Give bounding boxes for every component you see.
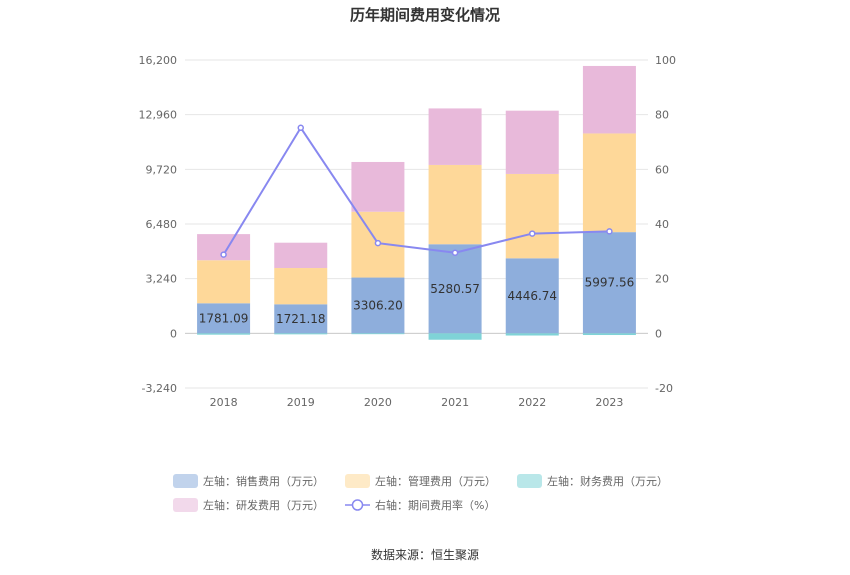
legend-item[interactable]: 左轴：研发费用（万元） xyxy=(173,498,324,512)
left-tick-label: 0 xyxy=(170,327,177,340)
bar-segment[interactable] xyxy=(428,108,482,165)
bar-segment[interactable] xyxy=(351,333,405,335)
grid xyxy=(185,59,648,389)
bar-value-label: 4446.74 xyxy=(507,289,557,303)
bar-value-label: 5280.57 xyxy=(430,282,480,296)
bar-segment[interactable] xyxy=(582,65,636,134)
x-tick-label: 2022 xyxy=(518,396,546,409)
bar-segment[interactable] xyxy=(505,258,559,334)
legend-swatch xyxy=(173,498,198,512)
bar-segment[interactable] xyxy=(197,260,251,304)
legend-label: 左轴：管理费用（万元） xyxy=(375,474,496,488)
left-tick-label: 16,200 xyxy=(139,54,178,67)
legend-label: 左轴：财务费用（万元） xyxy=(547,474,668,488)
bar-segment[interactable] xyxy=(428,333,482,340)
bar-value-label: 3306.20 xyxy=(353,298,403,312)
legend-item[interactable]: 左轴：销售费用（万元） xyxy=(173,474,324,488)
right-tick-label: 80 xyxy=(655,109,669,122)
legend-label: 右轴：期间费用率（%） xyxy=(375,498,495,512)
bar-segment[interactable] xyxy=(428,244,482,334)
legend-swatch xyxy=(173,474,198,488)
bar-segment[interactable] xyxy=(582,333,636,336)
left-tick-label: -3,240 xyxy=(142,382,177,395)
left-tick-label: 6,480 xyxy=(146,218,178,231)
rate-line xyxy=(220,124,613,258)
bar-segment[interactable] xyxy=(274,242,328,269)
left-tick-label: 9,720 xyxy=(146,163,178,176)
x-tick-label: 2018 xyxy=(210,396,238,409)
right-tick-label: 20 xyxy=(655,273,669,286)
left-axis-ticks: 16,200 12,960 9,720 6,480 3,240 0 -3,240 xyxy=(139,54,178,395)
legend-label: 左轴：研发费用（万元） xyxy=(203,498,324,512)
x-tick-label: 2020 xyxy=(364,396,392,409)
legend-item[interactable]: 左轴：管理费用（万元） xyxy=(345,474,496,488)
right-tick-label: 0 xyxy=(655,327,662,340)
bar-segment[interactable] xyxy=(351,277,405,334)
x-axis-ticks: 2018 2019 2020 2021 2022 2023 xyxy=(210,396,624,409)
bar-segment[interactable] xyxy=(351,161,405,212)
bar-segment[interactable] xyxy=(505,333,559,336)
bar-segment[interactable] xyxy=(428,164,482,245)
bar-segment[interactable] xyxy=(274,304,328,334)
x-tick-label: 2019 xyxy=(287,396,315,409)
legend-swatch xyxy=(345,474,370,488)
rate-point[interactable] xyxy=(529,230,536,237)
bar-segment[interactable] xyxy=(197,303,251,334)
legend-item[interactable]: 左轴：财务费用（万元） xyxy=(517,474,668,488)
right-tick-label: 40 xyxy=(655,218,669,231)
legend-label: 左轴：销售费用（万元） xyxy=(203,474,324,488)
bar-segment[interactable] xyxy=(274,268,328,305)
bar-segment[interactable] xyxy=(582,232,636,334)
left-tick-label: 3,240 xyxy=(146,273,178,286)
legend[interactable]: 左轴：销售费用（万元） 左轴：管理费用（万元） 左轴：财务费用（万元） 左轴：研发费用… xyxy=(173,474,668,512)
x-tick-label: 2023 xyxy=(595,396,623,409)
rate-point[interactable] xyxy=(297,124,304,132)
bar-segment[interactable] xyxy=(197,333,251,335)
source-note: 数据来源：恒生聚源 xyxy=(371,547,479,562)
bar-value-label: 1721.18 xyxy=(276,312,326,326)
rate-point[interactable] xyxy=(451,249,459,256)
chart-title: 历年期间费用变化情况 xyxy=(350,6,500,24)
right-tick-label: 100 xyxy=(655,54,676,67)
bar-labels: 1781.09 1721.18 3306.20 5280.57 4446.74 5997.… xyxy=(199,276,634,326)
bar-segment[interactable] xyxy=(505,110,559,174)
rate-point[interactable] xyxy=(374,239,382,247)
bar-segment[interactable] xyxy=(582,133,636,233)
legend-swatch xyxy=(517,474,542,488)
legend-item[interactable]: 右轴：期间费用率（%） xyxy=(345,498,495,512)
rate-point[interactable] xyxy=(220,251,227,258)
left-tick-label: 12,960 xyxy=(139,109,178,122)
bars xyxy=(197,65,636,340)
right-axis-ticks: 100 80 60 40 20 0 -20 xyxy=(655,54,676,395)
x-tick-label: 2021 xyxy=(441,396,469,409)
right-tick-label: 60 xyxy=(655,163,669,176)
rate-line-path xyxy=(222,125,610,256)
bar-value-label: 5997.56 xyxy=(585,276,635,290)
bar-value-label: 1781.09 xyxy=(199,311,249,325)
bar-segment[interactable] xyxy=(505,173,559,259)
legend-marker-swatch xyxy=(351,499,364,511)
right-tick-label: -20 xyxy=(655,382,673,395)
rate-point[interactable] xyxy=(606,228,613,235)
bar-segment[interactable] xyxy=(274,333,328,335)
